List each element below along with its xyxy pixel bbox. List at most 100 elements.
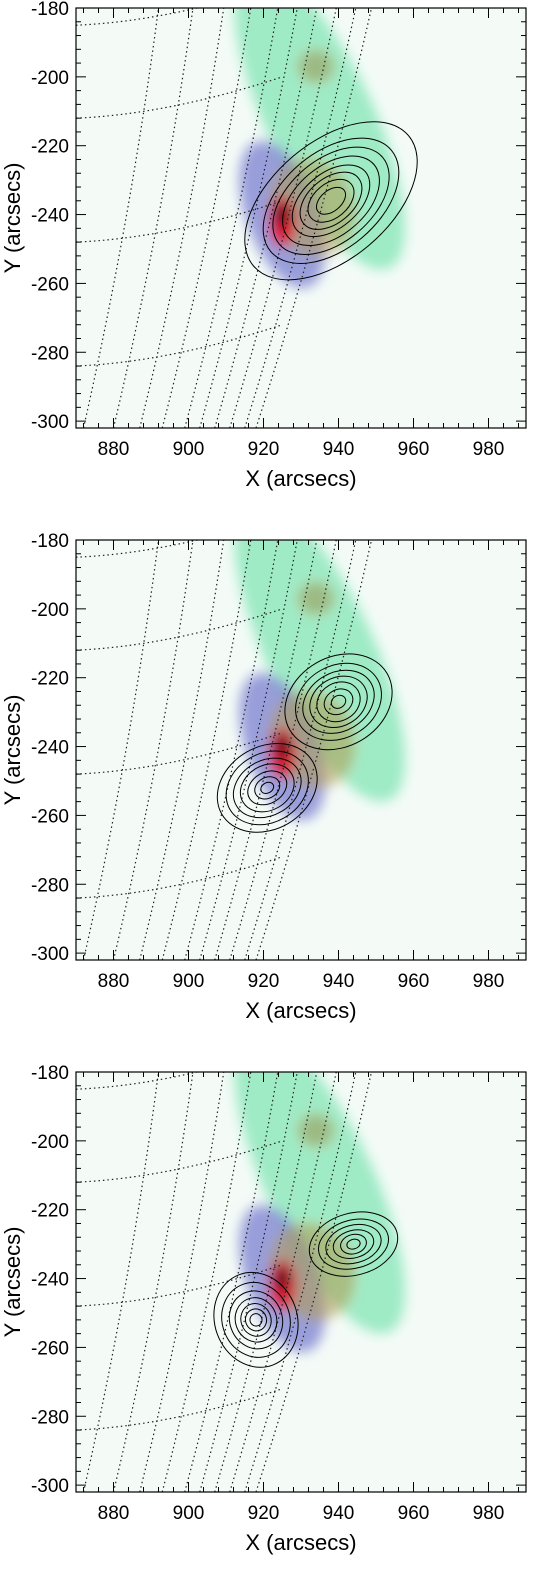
contour-src1-level2 [295,662,382,741]
contour-src1-level1 [244,121,418,281]
x-axis-label: X (arcsecs) [245,998,356,1023]
meridian-line [229,540,337,960]
coordinate-grid [76,8,373,428]
meridian-line [214,8,318,428]
plot-frame [75,1071,527,1493]
x-tick-label: 980 [473,1503,505,1524]
x-tick-label: 900 [173,1503,205,1524]
contour-src2-level6 [244,1308,268,1332]
chart-panel-2: 880 900 920 940 960 980 -180 -200 -220 -240 -260 -2… [0,532,536,1064]
y-tick-label: -240 [31,1270,69,1291]
y-tick-label: -200 [31,68,69,89]
contour-src1-level1 [308,1211,399,1277]
x-axis-label: X (arcsecs) [245,466,356,491]
contour-src1-level3 [302,669,375,734]
meridian-line [199,540,298,960]
x-tick-label: 920 [248,971,280,992]
contour-src2-level2 [221,1281,291,1358]
meridian-line [184,540,279,960]
contour-src1-level2 [262,137,400,264]
contour-src1-level5 [340,1233,367,1255]
y-tick-label: -300 [31,944,69,965]
meridian-line [229,8,337,428]
contour-lines [216,653,393,833]
meridian-line [184,8,279,428]
contour-src2-level6 [254,776,281,800]
x-axis-label: X (arcsecs) [245,1530,356,1555]
y-tick-label: -280 [31,1407,69,1428]
contour-src1-level4 [309,675,368,729]
contour-src1-level5 [316,681,361,723]
meridian-line [199,8,298,428]
panel-3-svg: 880 900 920 940 960 980 -180 -200 -220 -240 -260 -2… [0,1064,527,1555]
contour-src2-level1 [213,1271,299,1368]
coordinate-grid [76,540,373,960]
meridian-line [244,8,357,428]
axes: 880 900 920 940 960 980 -180 -200 -220 -240 -260 -2… [31,532,526,992]
y-axis-label: Y (arcsecs) [0,163,25,274]
parallel-line [76,1264,283,1307]
x-tick-label: 980 [473,439,505,460]
meridian-line [112,1072,194,1492]
parallel-line [76,608,283,651]
contour-src1-level6 [299,171,363,230]
meridian-line [255,8,373,428]
y-tick-label: -280 [31,343,69,364]
contour-src2-level5 [247,770,288,806]
parallel-line [76,8,200,26]
y-tick-label: -260 [31,1338,69,1359]
intensity-blob-5 [276,1266,289,1291]
contour-src1-level5 [291,164,371,238]
parallel-line [76,1072,200,1090]
chart-panel-3: 880 900 920 940 960 980 -180 -200 -220 -240 -260 -2… [0,1064,536,1596]
intensity-blob-6 [298,582,334,616]
y-tick-label: -220 [31,137,69,158]
coordinate-grid [76,1072,373,1492]
y-tick-label: -240 [31,738,69,759]
contour-src1-level3 [272,146,390,255]
x-tick-label: 900 [173,439,205,460]
meridian-line [255,540,373,960]
contour-src2-level3 [228,1290,284,1350]
contour-src2-level2 [225,750,309,826]
contour-src1-level8 [315,186,347,215]
x-tick-label: 880 [98,439,130,460]
meridian-line [229,1072,337,1492]
contour-src1-level4 [282,155,380,247]
y-tick-label: -200 [31,600,69,621]
panel-1-svg: 880 900 920 940 960 980 -180 -200 -220 -240 -260 -2… [0,0,527,491]
contour-src1-level7 [307,178,355,223]
contour-src1-level6 [346,1238,361,1250]
x-tick-label: 940 [323,971,355,992]
contour-src1-level4 [332,1229,375,1259]
contour-src2-level1 [216,742,318,833]
y-tick-label: -200 [31,1132,69,1153]
y-tick-label: -240 [31,206,69,227]
y-tick-label: -300 [31,412,69,433]
x-tick-label: 880 [98,1503,130,1524]
meridian-line [244,540,357,960]
parallel-line [76,200,283,243]
meridian-line [82,540,160,960]
y-tick-label: -260 [31,274,69,295]
y-tick-label: -220 [31,1201,69,1222]
meridian-line [214,540,318,960]
y-tick-label: -260 [31,806,69,827]
plot-frame [75,7,527,429]
parallel-line [76,324,283,367]
contour-src2-level7 [260,781,275,794]
meridian-line [244,1072,357,1492]
plot-frame [75,539,527,961]
contour-src1-level6 [323,688,354,716]
plot-area [76,540,526,960]
axes: 880 900 920 940 960 980 -180 -200 -220 -240 -260 -2… [31,0,526,460]
plot-area [76,8,526,428]
contour-src2-level4 [234,1297,278,1343]
parallel-line [76,1140,283,1183]
x-tick-label: 920 [248,1503,280,1524]
contour-lines [213,1211,399,1368]
contour-src2-level5 [240,1303,272,1337]
axes: 880 900 920 940 960 980 -180 -200 -220 -240 -260 -2… [31,1064,526,1524]
y-tick-label: -180 [31,0,69,20]
meridian-line [184,1072,279,1492]
